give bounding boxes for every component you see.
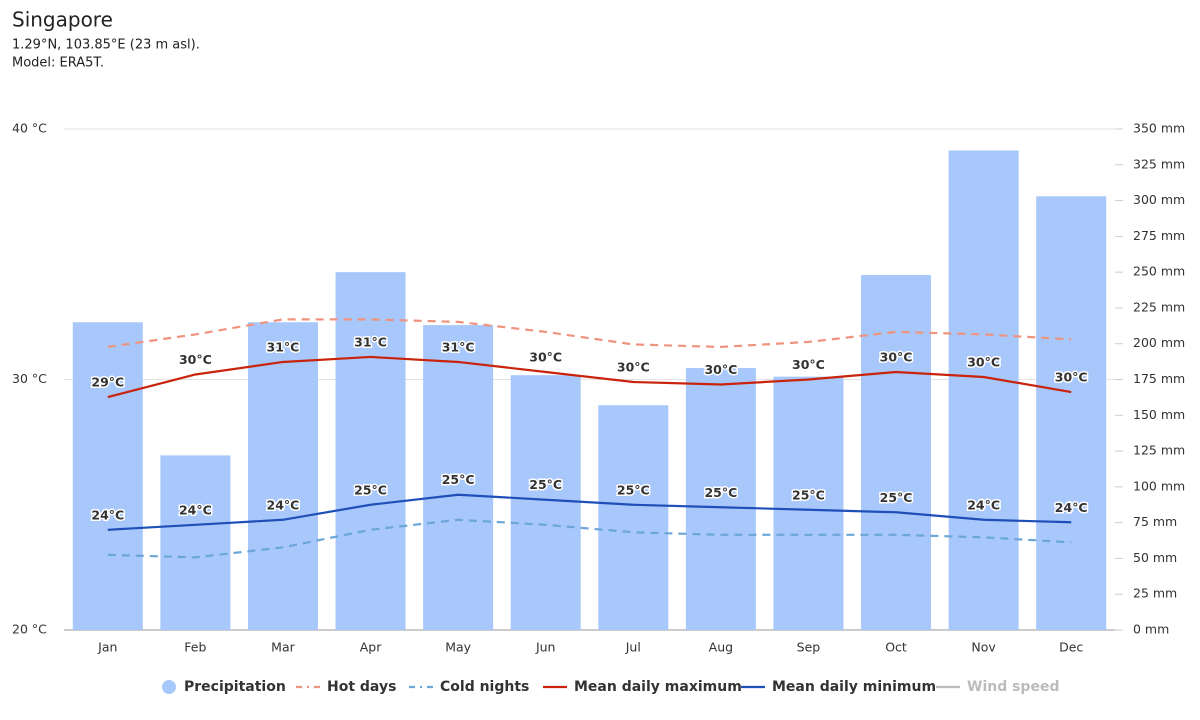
x-tick-label: Jun bbox=[535, 640, 556, 655]
line bbox=[107, 355, 1072, 399]
data-label: 30°C bbox=[880, 349, 913, 364]
y2-tick-label: 25 mm bbox=[1133, 586, 1177, 601]
y2-tick-label: 75 mm bbox=[1133, 514, 1177, 529]
data-label: 25°C bbox=[529, 477, 562, 492]
chart-subtitle: Model: ERA5T. bbox=[12, 56, 104, 71]
dashed-line bbox=[107, 518, 1072, 559]
precipitation-bar bbox=[598, 405, 669, 630]
data-label: 30°C bbox=[617, 360, 650, 375]
data-label: 30°C bbox=[704, 362, 737, 377]
x-tick-label: Mar bbox=[271, 640, 295, 655]
legend-label[interactable]: Precipitation bbox=[184, 679, 286, 695]
data-label: 25°C bbox=[442, 472, 475, 487]
data-label: 25°C bbox=[617, 482, 650, 497]
data-label: 24°C bbox=[179, 502, 212, 517]
data-label: 31°C bbox=[267, 339, 300, 354]
y2-tick-label: 0 mm bbox=[1133, 622, 1169, 637]
y2-tick-label: 100 mm bbox=[1133, 478, 1185, 493]
data-label: 31°C bbox=[442, 339, 475, 354]
precipitation-bar bbox=[773, 376, 844, 630]
y2-tick-label: 125 mm bbox=[1133, 443, 1185, 458]
precipitation-bar bbox=[423, 325, 494, 630]
x-tick-label: Dec bbox=[1059, 640, 1083, 655]
data-label: 24°C bbox=[267, 497, 300, 512]
legend-symbol bbox=[162, 680, 176, 694]
data-label: 30°C bbox=[967, 354, 1000, 369]
y-tick-label: 40 °C bbox=[12, 121, 47, 136]
x-tick-label: Aug bbox=[709, 640, 733, 655]
precipitation-bar bbox=[948, 150, 1019, 630]
y-tick-label: 20 °C bbox=[12, 622, 47, 637]
legend-label[interactable]: Hot days bbox=[327, 679, 396, 695]
data-label: 25°C bbox=[704, 485, 737, 500]
x-tick-label: Sep bbox=[797, 640, 821, 655]
data-label: 29°C bbox=[91, 375, 124, 390]
x-tick-label: Feb bbox=[184, 640, 206, 655]
precipitation-bar bbox=[335, 272, 406, 630]
data-label: 24°C bbox=[1055, 500, 1088, 515]
legend-label[interactable]: Wind speed bbox=[967, 679, 1059, 695]
y2-tick-label: 350 mm bbox=[1133, 121, 1185, 136]
y2-tick-label: 200 mm bbox=[1133, 335, 1185, 350]
data-label: 31°C bbox=[354, 334, 387, 349]
precipitation-bar bbox=[685, 368, 756, 630]
data-label: 24°C bbox=[91, 507, 124, 522]
y-tick-label: 30 °C bbox=[12, 371, 47, 386]
x-tick-label: Apr bbox=[360, 640, 382, 655]
y2-tick-label: 300 mm bbox=[1133, 192, 1185, 207]
data-label: 30°C bbox=[792, 357, 825, 372]
y2-tick-label: 250 mm bbox=[1133, 264, 1185, 279]
y2-tick-label: 325 mm bbox=[1133, 156, 1185, 171]
legend-label[interactable]: Mean daily minimum bbox=[772, 679, 936, 695]
data-label: 25°C bbox=[354, 482, 387, 497]
legend-label[interactable]: Mean daily maximum bbox=[574, 679, 742, 695]
legend-label[interactable]: Cold nights bbox=[440, 679, 529, 695]
data-label: 30°C bbox=[179, 352, 212, 367]
data-label: 25°C bbox=[792, 487, 825, 502]
x-tick-label: Jan bbox=[97, 640, 117, 655]
precipitation-bar bbox=[1036, 196, 1107, 630]
data-label: 30°C bbox=[1055, 370, 1088, 385]
precipitation-bar bbox=[72, 322, 143, 630]
line bbox=[107, 493, 1072, 531]
precipitation-bar bbox=[160, 455, 231, 630]
data-label: 24°C bbox=[967, 497, 1000, 512]
x-tick-label: May bbox=[445, 640, 471, 655]
y2-tick-label: 150 mm bbox=[1133, 407, 1185, 422]
chart-title: Singapore bbox=[12, 8, 113, 32]
x-tick-label: Nov bbox=[971, 640, 996, 655]
precipitation-bar bbox=[861, 275, 932, 630]
data-label: 30°C bbox=[529, 349, 562, 364]
precipitation-bar bbox=[247, 322, 318, 630]
y2-tick-label: 275 mm bbox=[1133, 228, 1185, 243]
y2-tick-label: 175 mm bbox=[1133, 371, 1185, 386]
data-label: 25°C bbox=[880, 490, 913, 505]
x-tick-label: Oct bbox=[885, 640, 907, 655]
chart-subtitle: 1.29°N, 103.85°E (23 m asl). bbox=[12, 38, 200, 53]
y2-tick-label: 50 mm bbox=[1133, 550, 1177, 565]
x-tick-label: Jul bbox=[625, 640, 641, 655]
y2-tick-label: 225 mm bbox=[1133, 299, 1185, 314]
precipitation-bar bbox=[510, 375, 581, 630]
